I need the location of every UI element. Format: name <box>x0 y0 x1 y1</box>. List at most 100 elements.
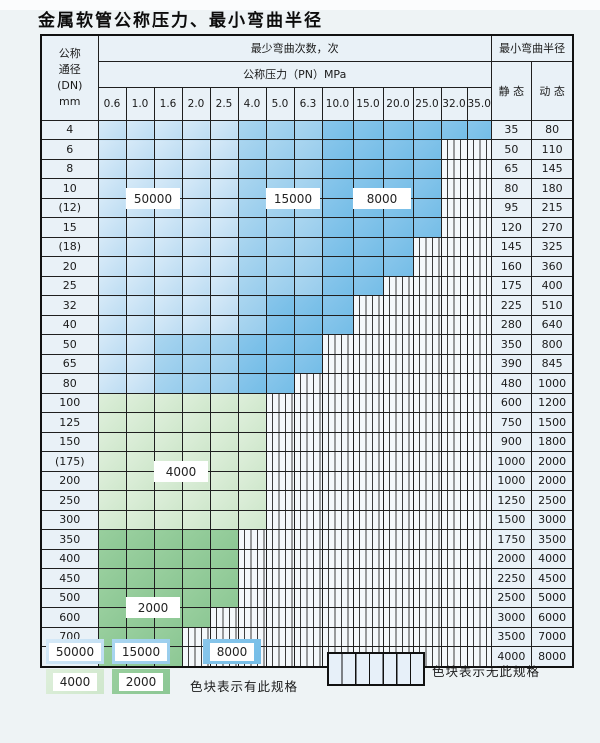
no-spec-cell <box>209 607 239 628</box>
spec-cell <box>153 275 183 296</box>
radius-header: 最小弯曲半径 <box>490 34 574 62</box>
no-spec-cell <box>382 509 414 530</box>
no-spec-cell <box>412 314 442 335</box>
spec-cell <box>237 334 267 355</box>
spec-cell <box>181 412 211 433</box>
spec-cell <box>237 412 267 433</box>
legend-swatch-4000: 4000 <box>46 669 104 694</box>
static-radius-cell: 120 <box>490 217 532 238</box>
no-spec-cell <box>265 529 295 550</box>
spec-cell <box>181 568 211 589</box>
spec-cell <box>97 392 127 413</box>
spec-cell <box>209 470 239 491</box>
spec-cell <box>209 490 239 511</box>
no-spec-cell <box>466 646 492 667</box>
spec-cell <box>321 217 354 238</box>
spec-cell <box>153 548 183 569</box>
spec-cell <box>209 334 239 355</box>
no-spec-cell <box>440 314 468 335</box>
cycle-count-label: 4000 <box>154 461 208 482</box>
no-spec-cell <box>352 334 384 355</box>
spec-cell <box>265 217 295 238</box>
no-spec-cell <box>412 236 442 257</box>
spec-cell <box>125 431 155 452</box>
spec-cell <box>321 178 354 199</box>
static-radius-cell: 750 <box>490 412 532 433</box>
dn-cell: (18) <box>40 236 99 257</box>
spec-cell <box>125 470 155 491</box>
no-spec-cell <box>382 392 414 413</box>
table-row: 40 280 640 <box>40 314 574 335</box>
legend-swatch-8000: 8000 <box>203 639 261 664</box>
spec-cell <box>181 275 211 296</box>
no-spec-cell <box>293 607 323 628</box>
dn-cell: 8 <box>40 158 99 179</box>
spec-cell <box>125 256 155 277</box>
spec-cell <box>181 529 211 550</box>
spec-cell <box>153 412 183 433</box>
spec-cell <box>237 451 267 472</box>
static-radius-cell: 50 <box>490 139 532 160</box>
no-spec-cell <box>412 373 442 394</box>
dynamic-radius-cell: 8000 <box>530 646 574 667</box>
no-spec-cell <box>321 626 354 647</box>
spec-cell <box>237 139 267 160</box>
legend-swatch-2000: 2000 <box>112 669 170 694</box>
spec-cell <box>237 392 267 413</box>
spec-cell <box>209 178 239 199</box>
pressure-col-label: 5.0 <box>265 86 295 121</box>
spec-cell <box>265 119 295 140</box>
top-strip <box>0 0 600 10</box>
no-spec-cell <box>293 548 323 569</box>
no-spec-cell <box>265 568 295 589</box>
spec-cell <box>153 314 183 335</box>
legend-swatch-15000: 15000 <box>112 639 170 664</box>
dynamic-radius-cell: 2000 <box>530 451 574 472</box>
no-spec-cell <box>293 451 323 472</box>
no-spec-cell <box>412 392 442 413</box>
spec-cell <box>97 353 127 374</box>
spec-cell <box>181 295 211 316</box>
legend-has-spec-text: 色块表示有此规格 <box>190 679 299 694</box>
spec-cell <box>125 490 155 511</box>
dn-cell: 25 <box>40 275 99 296</box>
no-spec-cell <box>382 334 414 355</box>
spec-cell <box>293 236 323 257</box>
no-spec-cell <box>321 548 354 569</box>
pressure-col-label: 1.0 <box>125 86 155 121</box>
static-radius-cell: 225 <box>490 295 532 316</box>
spec-cell <box>181 334 211 355</box>
spec-cell <box>382 158 414 179</box>
spec-cell <box>125 236 155 257</box>
table-row: 200 1000 2000 <box>40 470 574 491</box>
dynamic-radius-cell: 145 <box>530 158 574 179</box>
dynamic-radius-cell: 270 <box>530 217 574 238</box>
dn-cell: 200 <box>40 470 99 491</box>
spec-cell <box>382 236 414 257</box>
spec-cell <box>412 178 442 199</box>
static-radius-cell: 1000 <box>490 470 532 491</box>
no-spec-cell <box>466 275 492 296</box>
no-spec-cell <box>382 490 414 511</box>
spec-cell <box>125 334 155 355</box>
no-spec-cell <box>440 275 468 296</box>
no-spec-cell <box>293 373 323 394</box>
no-spec-cell <box>352 314 384 335</box>
spec-cell <box>209 217 239 238</box>
spec-cell <box>181 607 211 628</box>
spec-cell <box>265 353 295 374</box>
spec-cell <box>125 451 155 472</box>
spec-cell <box>181 178 211 199</box>
spec-cell <box>181 256 211 277</box>
spec-cell <box>153 353 183 374</box>
spec-cell <box>97 295 127 316</box>
dynamic-radius-cell: 845 <box>530 353 574 374</box>
spec-cell <box>293 119 323 140</box>
table-row: 8 65 145 <box>40 158 574 179</box>
dynamic-radius-cell: 4000 <box>530 548 574 569</box>
no-spec-cell <box>466 626 492 647</box>
no-spec-cell <box>265 587 295 608</box>
spec-cell <box>352 217 384 238</box>
no-spec-cell <box>265 548 295 569</box>
